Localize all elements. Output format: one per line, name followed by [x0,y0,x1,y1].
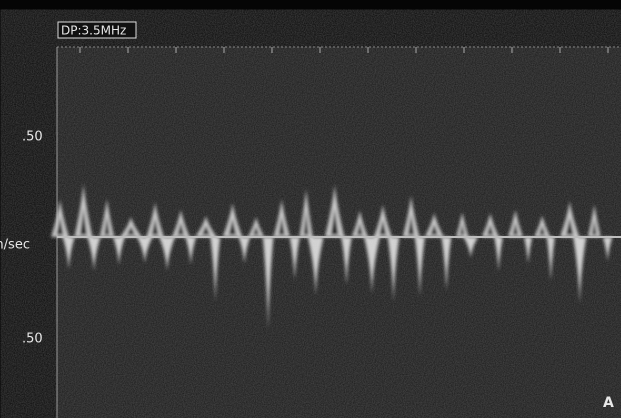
page: {"header": {"label": "DP:3.5MHz"}, "axis… [0,0,621,418]
panel-letter: A [603,395,614,411]
header-label: DP:3.5MHz [61,24,126,38]
upper-scale-label: .50 [22,130,43,145]
doppler-screen: DP:3.5MHz .50 m/sec .50 A [0,0,621,418]
lower-scale-label: .50 [22,332,43,347]
unit-label: m/sec [0,238,30,253]
